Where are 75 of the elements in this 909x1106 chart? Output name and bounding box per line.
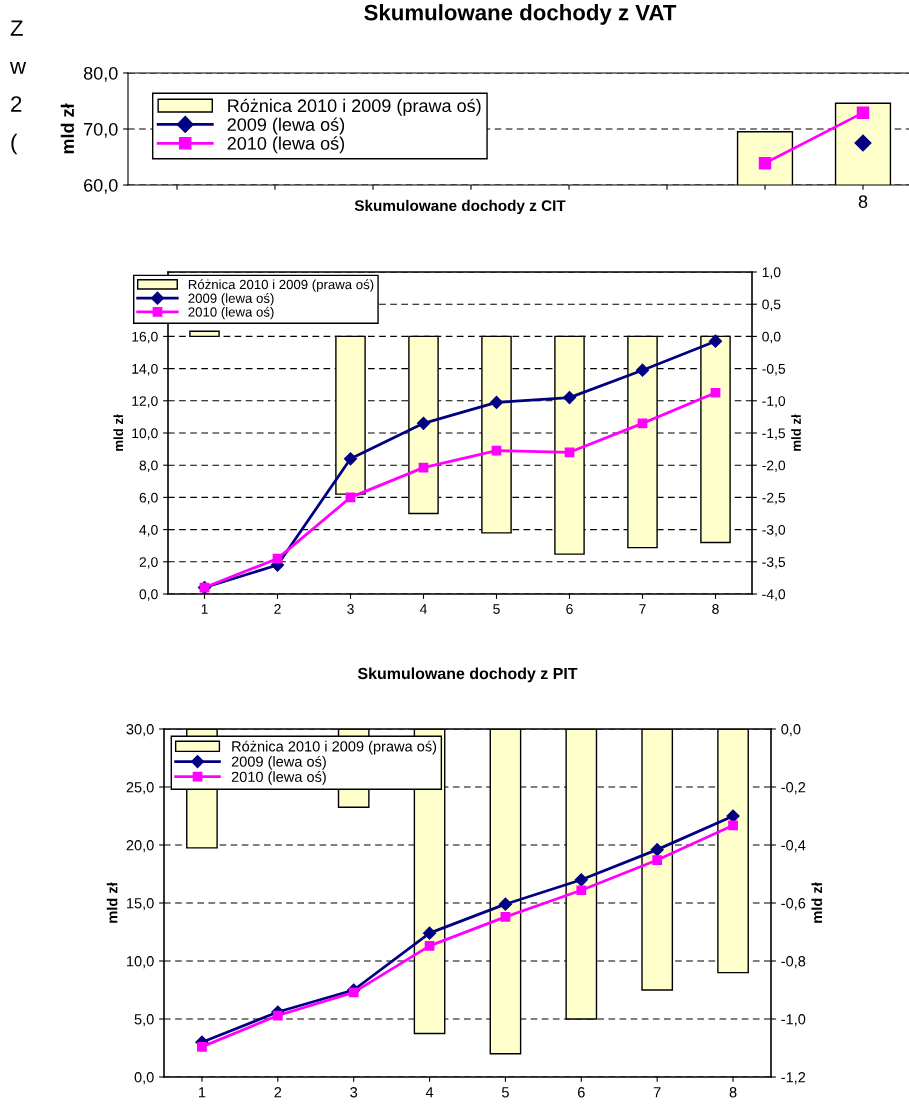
y2-tick-label: 0,0 xyxy=(781,724,801,737)
y-tick-label: 14,0 xyxy=(132,363,158,376)
legend-label: 2009 (lewa oś) xyxy=(231,755,326,770)
y2-tick-label: -0,6 xyxy=(781,898,806,911)
y-tick-label: 0,0 xyxy=(134,1072,154,1085)
y-axis-title: mld zł xyxy=(106,882,118,923)
legend-label: 2009 (lewa oś) xyxy=(188,293,274,306)
y-tick-label: 5,0 xyxy=(134,1014,154,1027)
x-tick-label: 4 xyxy=(425,1087,434,1098)
x-tick-label: 8 xyxy=(729,1087,737,1098)
y2-tick-label: 0,5 xyxy=(762,299,781,312)
y2-tick-label: -2,0 xyxy=(762,460,786,473)
y2-tick-label: -1,2 xyxy=(781,1072,806,1085)
legend-label: Różnica 2010 i 2009 (prawa oś) xyxy=(228,98,481,116)
x-tick-label: 5 xyxy=(493,604,500,614)
y-tick-label: 60,0 xyxy=(84,178,118,194)
y-tick-label: 12,0 xyxy=(132,396,158,408)
x-tick-label: 1 xyxy=(198,1087,206,1098)
y-axis-title: mld zł xyxy=(113,414,124,451)
y2-tick-label: -0,4 xyxy=(781,840,806,853)
y2-tick-label: -3,5 xyxy=(762,557,786,569)
legend-label: 2009 (lewa oś) xyxy=(227,117,345,135)
y-axis-title: mld zł xyxy=(60,103,75,154)
y-tick-label: 20,0 xyxy=(126,840,154,853)
text: ( xyxy=(11,133,18,155)
y-tick-label: 16,0 xyxy=(132,331,158,344)
x-tick-label: 7 xyxy=(639,604,646,614)
y2-tick-label: -1,0 xyxy=(781,1014,806,1027)
y2-tick-label: -0,2 xyxy=(781,782,806,795)
y-tick-label: 30,0 xyxy=(126,724,154,737)
x-tick-label: 6 xyxy=(578,1087,585,1098)
chart-title: Skumulowane dochody z PIT xyxy=(357,667,578,683)
y-tick-label: 8,0 xyxy=(139,460,158,473)
text: w xyxy=(9,62,27,74)
y2-tick-label: -0,5 xyxy=(762,363,786,376)
x-tick-label: 1 xyxy=(201,604,208,614)
x-tick-label: 5 xyxy=(501,1087,509,1098)
x-tick-label: 8 xyxy=(858,195,868,208)
y2-tick-label: 1,0 xyxy=(762,267,781,279)
text: 2 xyxy=(11,96,22,112)
y2-tick-label: 0,0 xyxy=(762,331,781,344)
legend-label: 2010 (lewa oś) xyxy=(227,136,345,154)
y2-axis-title: mld zł xyxy=(791,414,801,451)
y-tick-label: 25,0 xyxy=(126,782,154,795)
chart-title: Skumulowane dochody z CIT xyxy=(354,199,566,215)
legend-label: 2010 (lewa oś) xyxy=(231,771,326,785)
y-tick-label: 15,0 xyxy=(127,898,154,911)
y-tick-label: 80,0 xyxy=(83,66,118,82)
y-tick-label: 10,0 xyxy=(127,956,154,969)
x-tick-label: 6 xyxy=(566,604,573,614)
text: Z xyxy=(10,20,23,36)
x-tick-label: 2 xyxy=(274,604,281,614)
y-tick-label: 6,0 xyxy=(139,492,158,505)
x-tick-label: 8 xyxy=(712,604,719,614)
y-tick-label: 70,0 xyxy=(84,122,118,138)
x-tick-label: 3 xyxy=(350,1087,358,1098)
legend-label: Różnica 2010 i 2009 (prawa oś) xyxy=(232,740,437,755)
y-tick-label: 10,0 xyxy=(132,428,158,440)
y2-tick-label: -0,8 xyxy=(781,956,806,969)
y2-tick-label: -1,0 xyxy=(762,396,786,408)
x-tick-label: 3 xyxy=(347,604,354,614)
y-tick-label: 0,0 xyxy=(139,589,158,601)
x-tick-label: 2 xyxy=(274,1087,282,1098)
y2-tick-label: -2,5 xyxy=(762,492,786,505)
y2-axis-title: mld zł xyxy=(811,882,823,923)
y2-tick-label: -4,0 xyxy=(762,589,786,601)
x-tick-label: 4 xyxy=(419,604,427,614)
x-tick-label: 7 xyxy=(653,1087,661,1098)
y-tick-label: 4,0 xyxy=(139,524,158,537)
y2-tick-label: -1,5 xyxy=(762,428,786,440)
chart-title: Skumulowane dochody z VAT xyxy=(364,4,677,25)
y-tick-label: 2,0 xyxy=(139,557,158,569)
y2-tick-label: -3,0 xyxy=(762,524,786,537)
legend-label: Różnica 2010 i 2009 (prawa oś) xyxy=(188,279,374,292)
legend-label: 2010 (lewa oś) xyxy=(188,306,274,320)
